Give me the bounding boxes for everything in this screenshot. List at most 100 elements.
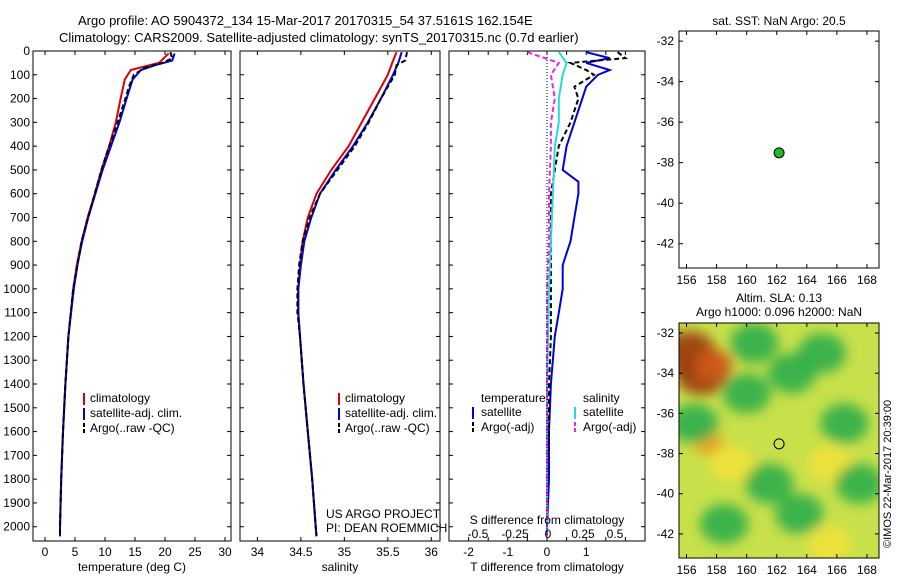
x-tick-label: 34 — [251, 545, 265, 559]
y-tick-label: -36 — [657, 115, 675, 129]
x-tick-label: 30 — [218, 545, 232, 559]
x-tick-label: -1 — [502, 545, 513, 559]
top-tick-label: 0.5 — [607, 527, 624, 541]
y-tick-label: 800 — [10, 234, 30, 248]
y-tick-label: 1100 — [4, 306, 30, 320]
salinity-panel: 34 34.5 35 35.5 36 salinity climatologysatelli… — [239, 50, 447, 574]
y-tick-label: 100 — [10, 68, 30, 82]
x-tick-label: 156 — [677, 563, 697, 577]
legend-label-argo: Argo(..raw -QC) — [345, 421, 430, 435]
y-tick-label: 1800 — [3, 472, 30, 486]
x-tick-label: 158 — [707, 273, 727, 287]
heatmap-feature-high-yellow — [807, 525, 851, 558]
y-tick-label: -42 — [657, 527, 675, 541]
x-tick-label: 160 — [737, 273, 757, 287]
x-tick-label: 162 — [767, 273, 787, 287]
x-tick-label: 0 — [42, 545, 49, 559]
y-tick-label: 1400 — [3, 377, 30, 391]
x-tick-label: 15 — [128, 545, 142, 559]
figure-title-line1: Argo profile: AO 5904372_134 15-Mar-2017… — [78, 13, 533, 28]
map-frame — [678, 30, 880, 269]
x-tick-label: 36 — [425, 545, 439, 559]
y-tick-label: -40 — [657, 487, 675, 501]
x-tick-label: 35 — [338, 545, 352, 559]
top-tick-label: -0.25 — [501, 527, 529, 541]
x-tick-label: 0 — [544, 545, 551, 559]
y-tick-label: 2000 — [3, 520, 30, 534]
plot-frame — [239, 50, 441, 542]
x-tick-label: 168 — [857, 273, 877, 287]
x-tick-label: 10 — [98, 545, 112, 559]
x-tick-label: 160 — [737, 563, 757, 577]
y-tick-label: 1000 — [3, 282, 30, 296]
series-line-sal_sat — [546, 51, 568, 537]
y-tick-label: 500 — [10, 163, 30, 177]
temperature-panel: 0 5 10 15 20 25 30 temperature (deg C) 0 100 200 30… — [3, 44, 232, 574]
y-tick-label: 1200 — [3, 329, 30, 343]
y-tick-label: -38 — [657, 156, 675, 170]
heatmap-feature-low-green — [700, 503, 749, 544]
y-tick-label: 0 — [23, 44, 30, 58]
x-tick-label: 20 — [158, 545, 172, 559]
y-tick-label: 900 — [10, 258, 30, 272]
series-line-argo — [546, 51, 629, 537]
y-tick-label: 300 — [10, 115, 30, 129]
legend-label-argo: Argo(..raw -QC) — [90, 421, 175, 435]
y-tick-label: 200 — [10, 92, 30, 106]
legend-label-climatology: climatology — [90, 391, 150, 405]
y-tick-label: 1600 — [3, 425, 30, 439]
x-tick-label: 1 — [583, 545, 590, 559]
sla-map-panel: 156 158 160 162 164 166 168 -42 -40 -38 -36 -34 -32 A… — [657, 291, 880, 577]
top-tick-label: 0.25 — [571, 527, 595, 541]
series-line-satellite — [546, 51, 613, 537]
top-tick-label: -0.5 — [468, 527, 489, 541]
x-tick-label: 35.5 — [376, 545, 400, 559]
heatmap-feature-low-green — [820, 403, 869, 444]
y-tick-label: 1900 — [3, 496, 30, 510]
sst-map-panel: 156 158 160 162 164 166 168 -42 -40 -38 -36 -34 -32 s… — [657, 14, 880, 287]
top-axis-label: S difference from climatology — [470, 513, 625, 527]
legend-label-argo: Argo(-adj) — [481, 420, 534, 434]
heatmap-cells — [679, 323, 879, 558]
heatmap-feature-low-green — [835, 463, 879, 504]
plot-frame — [32, 50, 232, 542]
y-tick-label: 400 — [10, 139, 30, 153]
heatmap-feature-low-green — [775, 493, 824, 534]
y-tick-label: -34 — [657, 366, 675, 380]
y-tick-label: -32 — [657, 326, 675, 340]
heatmap-feature-high-red — [694, 349, 733, 382]
legend-label-climatology: climatology — [345, 391, 405, 405]
top-tick-label: 0 — [545, 527, 552, 541]
heatmap-feature-low-green — [679, 403, 719, 444]
y-tick-label: 1700 — [3, 448, 30, 462]
x-tick-label: 162 — [767, 563, 787, 577]
legend-title-salinity: salinity — [583, 391, 620, 405]
x-tick-label: 25 — [188, 545, 202, 559]
heatmap-feature-high-yellow — [710, 445, 754, 482]
sst-title: sat. SST: NaN Argo: 20.5 — [712, 14, 846, 28]
y-tick-label: -38 — [657, 447, 675, 461]
x-tick-label: 5 — [72, 545, 79, 559]
y-tick-label: 600 — [10, 187, 30, 201]
x-axis-label: T difference from climatology — [470, 560, 624, 574]
argo-position-marker — [773, 147, 785, 159]
y-tick-label: -42 — [657, 237, 675, 251]
legend-label-satellite: satellite — [481, 405, 522, 419]
x-tick-label: 164 — [797, 563, 817, 577]
legend-label-sal_argo: Argo(-adj) — [583, 420, 636, 434]
x-axis-label: temperature (deg C) — [78, 560, 186, 574]
legend-label-satellite: satellite-adj. clim. — [90, 406, 182, 420]
argo-position-marker — [773, 438, 785, 450]
y-tick-label: -34 — [657, 75, 675, 89]
figure-title-line2: Climatology: CARS2009. Satellite-adjuste… — [59, 30, 579, 45]
x-tick-label: 156 — [677, 273, 697, 287]
series-line-argo — [296, 51, 408, 537]
legend-label-sal_sat: satellite — [583, 405, 624, 419]
sla-title-line1: Altim. SLA: 0.13 — [736, 291, 822, 305]
x-tick-label: 166 — [827, 273, 847, 287]
y-tick-label: 1300 — [3, 353, 30, 367]
x-tick-label: 168 — [857, 563, 877, 577]
legend-label-satellite: satellite-adj. clim. — [345, 406, 437, 420]
y-tick-label: 1500 — [3, 401, 30, 415]
